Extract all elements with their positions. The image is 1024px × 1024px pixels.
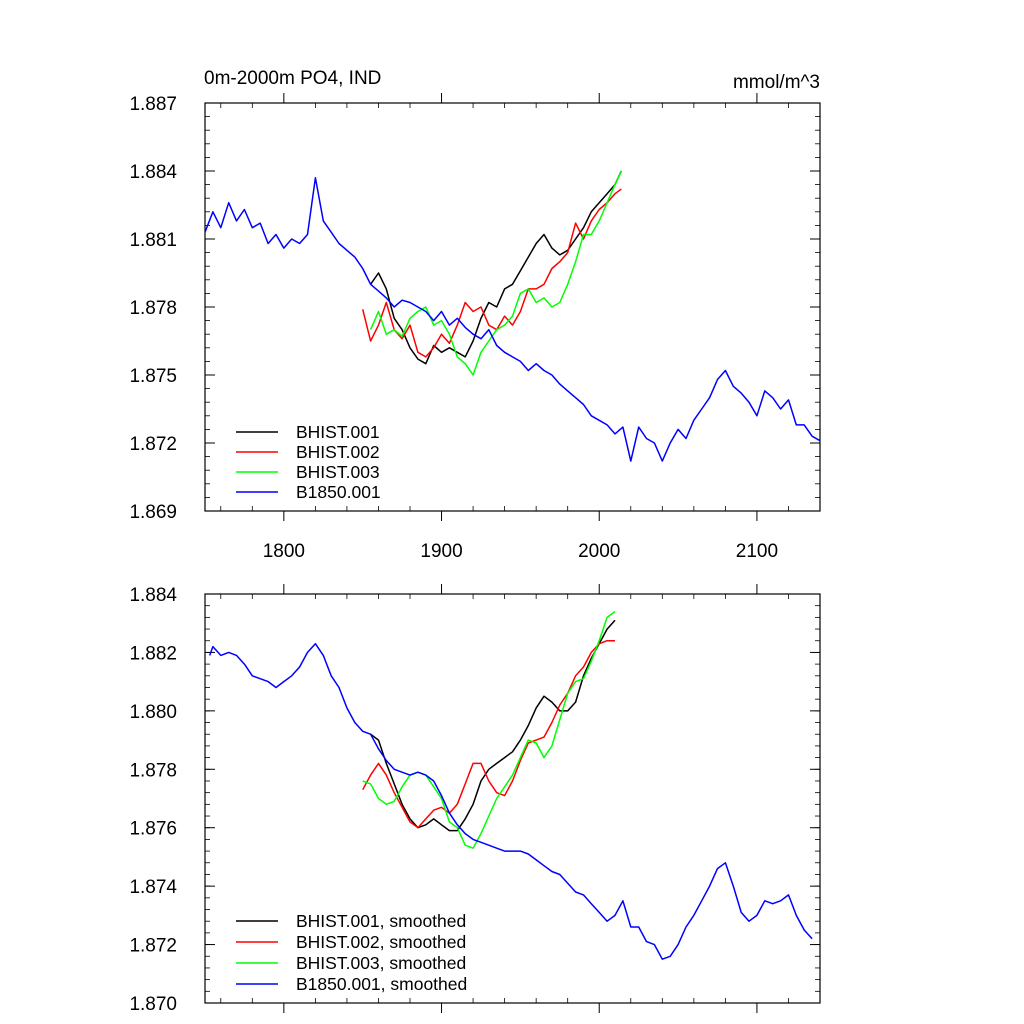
legend-label: B1850.001: [296, 482, 381, 502]
chart-title: 0m-2000m PO4, IND: [204, 68, 381, 89]
y-tick-label: 1.872: [129, 434, 177, 455]
series-line-1: [370, 619, 616, 832]
axis-ticks: 1.869 1.872 1.875 1.878 1.881 1.884 1.887 1800 1…: [129, 93, 821, 562]
y-tick-label: 1.876: [129, 819, 177, 840]
x-tick-label: 1800: [263, 541, 305, 562]
units-label: mmol/m^3: [733, 72, 820, 93]
x-tick-label: 1900: [420, 541, 462, 562]
y-tick-label: 1.884: [129, 162, 177, 183]
series-line-3: [369, 170, 622, 376]
axis-ticks: 1.870 1.872 1.874 1.876 1.878 1.880 1.882 1.884: [129, 584, 821, 1015]
y-tick-label: 1.884: [129, 585, 177, 606]
y-tick-label: 1.887: [129, 94, 177, 115]
series-line-4: [208, 642, 813, 960]
legend-label: BHIST.001, smoothed: [296, 911, 466, 931]
top-chart-panel: 0m-2000m PO4, IND mmol/m^3 1.8691.8721.8…: [129, 68, 821, 562]
y-tick-label: 1.875: [129, 366, 177, 387]
series-line-2: [361, 188, 622, 358]
x-tick-label: 2100: [736, 541, 778, 562]
bottom-chart-panel: 1.870 1.872 1.874 1.876 1.878 1.880 1.882 1.884…: [129, 584, 821, 1015]
y-tick-label: 1.880: [129, 702, 177, 723]
y-tick-label: 1.882: [129, 643, 177, 664]
series-line-4: [204, 177, 821, 462]
y-tick-label: 1.870: [129, 994, 177, 1015]
y-tick-label: 1.881: [129, 230, 177, 251]
y-tick-label: 1.872: [129, 936, 177, 957]
series-line-3: [362, 610, 616, 849]
y-tick-label: 1.869: [129, 502, 177, 523]
series-line-2: [362, 639, 615, 829]
y-tick-label: 1.874: [129, 877, 177, 898]
legend-label: BHIST.002: [296, 442, 380, 462]
y-tick-label: 1.878: [129, 760, 177, 781]
legend-label: BHIST.002, smoothed: [296, 932, 466, 952]
series-lines: [208, 610, 813, 960]
series-line-1: [369, 170, 622, 365]
legend-label: BHIST.003: [296, 462, 380, 482]
plot-frame: [204, 593, 821, 1004]
series-lines: [204, 170, 821, 462]
legend-label: BHIST.003, smoothed: [296, 953, 466, 973]
legend-label: B1850.001, smoothed: [296, 974, 467, 994]
legend-label: BHIST.001: [296, 422, 380, 442]
y-tick-label: 1.878: [129, 298, 177, 319]
x-tick-label: 2000: [578, 541, 620, 562]
